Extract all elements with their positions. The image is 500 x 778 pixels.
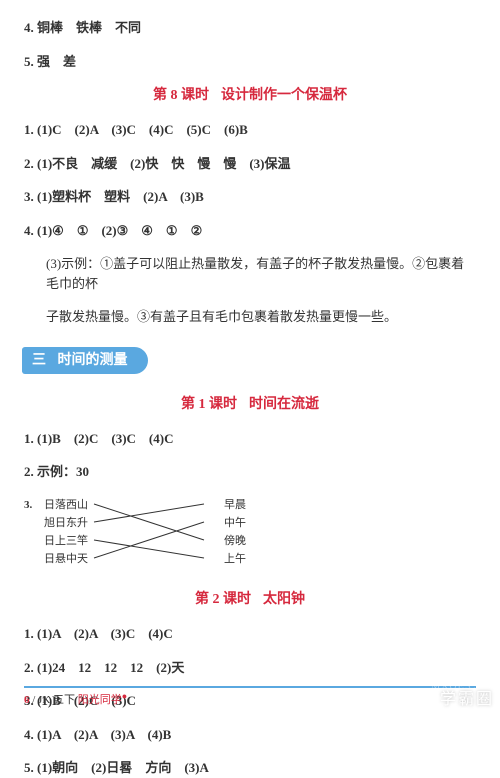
q5-top: 5. 强 差	[24, 54, 76, 69]
l2-q4: 4. (1)A (2)A (3)A (4)B	[24, 727, 171, 742]
q4-top: 4. 铜棒 铁棒 不同	[24, 20, 141, 35]
l1-q1: 1. (1)B (2)C (3)C (4)C	[24, 431, 173, 446]
svg-text:日上三竿: 日上三竿	[44, 533, 88, 547]
matching-diagram: 3. 日落西山旭日东升日上三竿日悬中天 早晨中午傍晚上午	[24, 496, 476, 580]
l8-q1: 1. (1)C (2)A (3)C (4)C (5)C (6)B	[24, 122, 248, 137]
l8-q4b: (3)示例：①盖子可以阻止热量散发，有盖子的杯子散发热量慢。②包裹着毛巾的杯	[46, 256, 464, 291]
svg-text:傍晚: 傍晚	[224, 533, 246, 547]
section3-label: 时间的测量	[58, 353, 128, 368]
lesson1-title-a: 第 1 课时	[181, 397, 237, 412]
svg-text:中午: 中午	[224, 516, 246, 529]
section3-num: 三	[32, 350, 54, 371]
l2-q5: 5. (1)朝向 (2)日晷 方向 (3)A	[24, 760, 209, 775]
svg-text:日悬中天: 日悬中天	[44, 552, 88, 565]
lesson8-title: 第 8 课时设计制作一个保温杯	[24, 85, 476, 106]
svg-text:早晨: 早晨	[224, 498, 246, 511]
watermark: 学霸圈	[440, 688, 494, 712]
svg-text:3.: 3.	[24, 499, 33, 511]
page-footer: 6 / JK 五下 阳光同学●	[24, 686, 476, 709]
page-number: 6	[24, 694, 30, 706]
l8-q4c: 子散发热量慢。③有盖子且有毛巾包裹着散发热量更慢一些。	[46, 309, 397, 324]
lesson2-title-a: 第 2 课时	[195, 592, 251, 607]
lesson8-title-a: 第 8 课时	[153, 88, 209, 103]
lesson1-title-b: 时间在流逝	[249, 397, 319, 412]
lesson2-title-b: 太阳钟	[263, 592, 305, 607]
l1-q2: 2. 示例：30	[24, 464, 89, 479]
lesson1-title: 第 1 课时时间在流逝	[24, 394, 476, 415]
l8-q2: 2. (1)不良 减缓 (2)快 快 慢 慢 (3)保温	[24, 156, 290, 171]
l8-q3: 3. (1)塑料杯 塑料 (2)A (3)B	[24, 189, 204, 204]
lesson8-title-b: 设计制作一个保温杯	[221, 88, 347, 103]
footer-code: / JK 五下	[32, 694, 75, 706]
svg-text:旭日东升: 旭日东升	[44, 515, 88, 529]
svg-text:日落西山: 日落西山	[44, 498, 88, 511]
lesson2-title: 第 2 课时太阳钟	[24, 589, 476, 610]
l2-q2: 2. (1)24 12 12 12 (2)天	[24, 660, 184, 675]
footer-dot: ●	[122, 691, 127, 701]
footer-brand: 阳光同学	[78, 694, 122, 706]
section3-header: 三 时间的测量	[22, 347, 148, 374]
l8-q4a: 4. (1)④ ① (2)③ ④ ① ②	[24, 223, 202, 238]
l2-q1: 1. (1)A (2)A (3)C (4)C	[24, 626, 173, 641]
svg-text:上午: 上午	[224, 552, 246, 565]
